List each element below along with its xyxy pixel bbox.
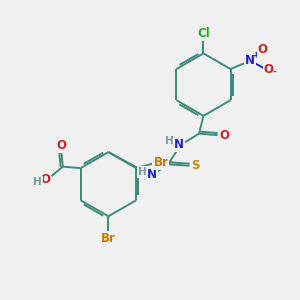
- Text: H: H: [33, 176, 42, 187]
- Text: -: -: [273, 68, 276, 76]
- Text: Br: Br: [153, 156, 168, 169]
- Text: O: O: [264, 63, 274, 76]
- Text: O: O: [56, 139, 66, 152]
- Text: O: O: [40, 172, 50, 186]
- Text: Cl: Cl: [197, 27, 210, 40]
- Text: H: H: [165, 136, 174, 146]
- Text: +: +: [252, 51, 259, 60]
- Text: O: O: [219, 129, 229, 142]
- Text: N: N: [147, 168, 157, 181]
- Text: Br: Br: [101, 232, 116, 245]
- Text: N: N: [245, 54, 255, 67]
- Text: S: S: [191, 159, 200, 172]
- Text: N: N: [174, 138, 184, 151]
- Text: H: H: [138, 167, 146, 177]
- Text: O: O: [258, 43, 268, 56]
